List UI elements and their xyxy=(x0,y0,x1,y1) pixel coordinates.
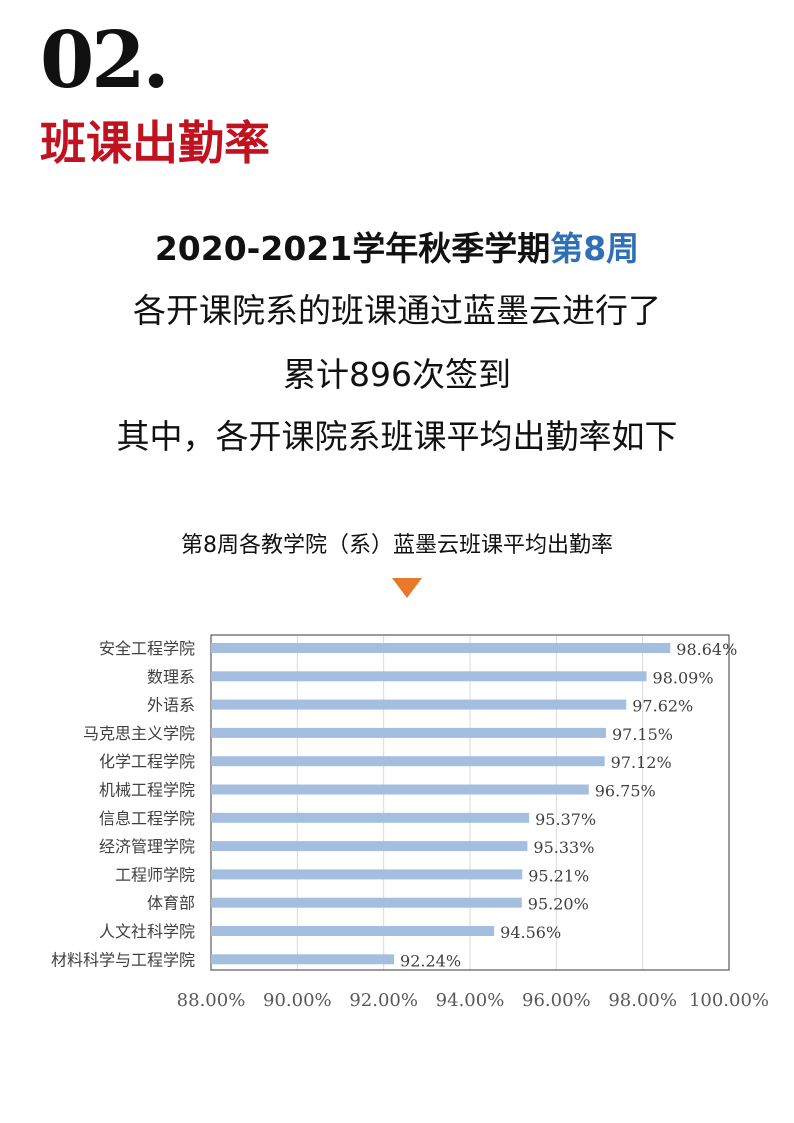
bar-1 xyxy=(211,643,671,653)
headline-week: 第8周 xyxy=(550,229,640,268)
category-label: 数理系 xyxy=(147,667,195,686)
value-label: 94.56% xyxy=(500,923,561,942)
x-tick-label: 96.00% xyxy=(522,990,591,1011)
headline-line-2: 各开课院系的班课通过蓝墨云进行了 xyxy=(133,291,661,330)
headline-line-3: 累计896次签到 xyxy=(283,355,511,394)
x-tick-label: 90.00% xyxy=(263,990,332,1011)
x-tick-label: 94.00% xyxy=(436,990,505,1011)
category-label: 机械工程学院 xyxy=(99,781,195,800)
value-label: 95.20% xyxy=(528,895,589,914)
chart-title: 第8周各教学院（系）蓝墨云班课平均出勤率 xyxy=(181,533,613,558)
down-triangle-icon xyxy=(392,578,422,598)
x-tick-label: 88.00% xyxy=(177,990,246,1011)
value-label: 98.09% xyxy=(653,668,714,687)
x-tick-label: 92.00% xyxy=(349,990,418,1011)
bar-12 xyxy=(211,954,395,965)
category-label: 外语系 xyxy=(147,696,195,715)
headline-line-1: 2020-2021学年秋季学期第8周 xyxy=(0,232,794,265)
category-label: 体育部 xyxy=(147,894,195,913)
category-label: 安全工程学院 xyxy=(99,639,195,658)
value-label: 95.21% xyxy=(528,866,589,885)
category-label: 人文社科学院 xyxy=(99,922,195,941)
category-label: 马克思主义学院 xyxy=(83,724,195,743)
bar-8 xyxy=(211,841,528,852)
headline-term: 2020-2021学年秋季学期 xyxy=(154,229,551,268)
section-number: 02. xyxy=(40,15,170,106)
bar-4 xyxy=(211,727,606,738)
x-tick-label: 98.00% xyxy=(608,990,677,1011)
value-label: 97.15% xyxy=(612,725,673,744)
bar-11 xyxy=(211,926,495,936)
headline-line-4: 其中，各开课院系班课平均出勤率如下 xyxy=(116,417,678,456)
bar-6 xyxy=(211,784,589,795)
category-label: 信息工程学院 xyxy=(99,809,195,828)
attendance-bar-chart: 安全工程学院 98.64% 数理系 98.09% 外语系 97.62% 马克思主义学院 97.… xyxy=(51,634,769,1011)
category-label: 材料科学与工程学院 xyxy=(51,950,195,969)
value-label: 96.75% xyxy=(595,782,656,801)
value-label: 97.12% xyxy=(611,753,672,772)
bar-10 xyxy=(211,897,522,908)
section-title: 班课出勤率 xyxy=(40,116,270,170)
category-label: 化学工程学院 xyxy=(99,752,195,771)
bar-5 xyxy=(211,756,605,767)
value-label: 98.64% xyxy=(676,640,737,659)
value-label: 95.37% xyxy=(535,810,596,829)
category-label: 经济管理学院 xyxy=(99,837,195,856)
category-label: 工程师学院 xyxy=(115,865,195,884)
x-tick-label: 100.00% xyxy=(689,990,769,1011)
plot-frame xyxy=(210,634,730,971)
value-label: 97.62% xyxy=(632,697,693,716)
bar-9 xyxy=(211,869,523,880)
bar-7 xyxy=(211,812,530,823)
value-label: 92.24% xyxy=(400,951,461,970)
bar-2 xyxy=(211,671,647,682)
value-label: 95.33% xyxy=(533,838,594,857)
bar-3 xyxy=(211,699,627,710)
